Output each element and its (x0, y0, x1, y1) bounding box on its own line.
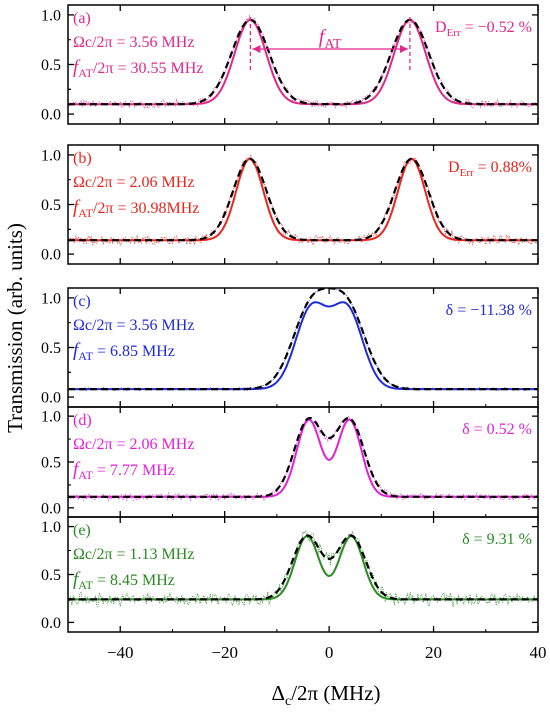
plot-area (68, 288, 538, 392)
y-tick-label: 0.0 (41, 500, 61, 517)
plot-area (68, 154, 538, 247)
fit-curve (68, 288, 538, 391)
annotation-rabi-frequency: Ωc/2π = 3.56 MHz (73, 317, 194, 334)
x-axis-label-units: /2π (MHz) (291, 681, 380, 705)
y-tick-label: 0.0 (41, 615, 61, 632)
panel-label: (e) (73, 522, 91, 539)
x-axis-label: Δc/2π (MHz) (271, 681, 380, 709)
plot-area (68, 529, 538, 608)
x-tick-label: −40 (107, 643, 134, 662)
panel-right-label: δ = 9.31 % (462, 531, 532, 548)
splitting-arrow-head-right (399, 45, 408, 53)
fit-curve (68, 18, 538, 106)
annotation-rabi-frequency: Ωc/2π = 2.06 MHz (73, 436, 194, 453)
panel-c: 0.0 0.5 1.0 (c) Ωc/2π = 3.56 MHz fAT = 6.85 M… (41, 287, 539, 408)
annotation-fat-value: /2π = 30.55 MHz (93, 60, 203, 77)
y-tick-label: 0.0 (41, 247, 61, 264)
annotation-fat-subscript: AT (78, 66, 93, 80)
panel-right-label-value: = −0.52 % (461, 19, 532, 36)
annotation-fat-symbol: f (73, 569, 81, 590)
panel-b: 0.0 0.5 1.0 (b) Ωc/2π = 2.06 MHz fAT/2π = 30.… (41, 144, 539, 265)
annotation-fat-symbol: f (73, 459, 81, 480)
panel-right-label: DErr = −0.52 % (435, 19, 532, 39)
y-tick-label: 0.5 (41, 197, 61, 214)
splitting-label: fAT (319, 26, 342, 52)
panel-right-label-main: D (435, 19, 447, 36)
annotation-fat-symbol: f (73, 340, 81, 361)
fit-curve (68, 416, 538, 498)
x-tick-label: −20 (211, 643, 238, 662)
annotation-rabi-frequency: Ωc/2π = 1.13 MHz (73, 546, 194, 563)
panel-right-label: DErr = 0.88% (448, 159, 532, 179)
x-axis-label-delta: Δ (271, 681, 285, 705)
x-tick-label: 20 (425, 643, 442, 662)
annotation-fat-subscript: AT (78, 349, 93, 363)
annotation-fat: fAT/2π = 30.55 MHz (73, 57, 203, 80)
y-tick-label: 0.0 (41, 107, 61, 124)
annotation-fat-subscript: AT (78, 578, 93, 592)
fit-curve (68, 534, 538, 601)
annotation-rabi-frequency: Ωc/2π = 3.56 MHz (73, 34, 194, 51)
splitting-arrow-head-left (252, 45, 261, 53)
annotation-fat-value: /2π = 30.98MHz (93, 200, 199, 217)
panel-right-label-main: δ = −11.38 % (446, 302, 532, 319)
y-tick-label: 0.5 (41, 567, 61, 584)
annotation-fat-subscript: AT (78, 206, 93, 220)
annotation-fat: fAT = 8.45 MHz (73, 569, 175, 592)
panel-right-label-value: = 0.88% (474, 159, 532, 176)
panel-e: 0.0 0.5 1.0 −40 −20 0 20 40 (e) Ωc/2π = 1.13 MHz f… (41, 516, 547, 662)
panel-label: (a) (73, 10, 91, 27)
panel-right-label-main: δ = 0.52 % (462, 421, 532, 438)
y-axis-label: Transmission (arb. units) (3, 223, 27, 433)
x-tick-label: 40 (530, 643, 547, 662)
panel-label: (d) (73, 412, 92, 429)
annotation-fat: fAT = 6.85 MHz (73, 340, 175, 363)
x-tick-label: 0 (325, 643, 334, 662)
annotation-fat: fAT/2π = 30.98MHz (73, 197, 199, 220)
y-tick-label: 1.0 (41, 7, 61, 24)
annotation-fat-value: = 8.45 MHz (93, 572, 175, 589)
splitting-label-subscript: AT (324, 37, 342, 52)
panel-d: 0.0 0.5 1.0 (d) Ωc/2π = 2.06 MHz fAT = 7.77 M… (41, 406, 539, 518)
splitting-label-symbol: f (319, 26, 327, 48)
panel-label: (b) (73, 150, 92, 167)
annotation-fat-subscript: AT (78, 468, 93, 482)
y-tick-label: 0.5 (41, 455, 61, 472)
x-axis-label-subscript: c (285, 694, 291, 709)
panel-right-label: δ = 0.52 % (462, 421, 532, 438)
annotation-fat-symbol: f (73, 197, 81, 218)
y-tick-label: 1.0 (41, 519, 61, 536)
y-tick-label: 1.0 (41, 409, 61, 426)
plot-area (68, 415, 538, 503)
y-tick-label: 0.0 (41, 390, 61, 407)
y-tick-label: 1.0 (41, 290, 61, 307)
panel-right-label-subscript: Err (447, 27, 461, 39)
fit-curve (68, 157, 538, 242)
panel-right-label-subscript: Err (460, 167, 474, 179)
plot-area (68, 14, 538, 110)
annotation-fat: fAT = 7.77 MHz (73, 459, 175, 482)
y-tick-label: 0.5 (41, 340, 61, 357)
annotation-rabi-frequency: Ωc/2π = 2.06 MHz (73, 174, 194, 191)
annotation-fat-value: = 7.77 MHz (93, 462, 175, 479)
y-tick-label: 1.0 (41, 147, 61, 164)
panel-label: (c) (73, 293, 91, 310)
panel-right-label: δ = −11.38 % (446, 302, 532, 319)
y-tick-label: 0.5 (41, 57, 61, 74)
panel-right-label-main: δ = 9.31 % (462, 531, 532, 548)
annotation-fat-symbol: f (73, 57, 81, 78)
annotation-fat-value: = 6.85 MHz (93, 343, 175, 360)
panel-right-label-main: D (448, 159, 460, 176)
